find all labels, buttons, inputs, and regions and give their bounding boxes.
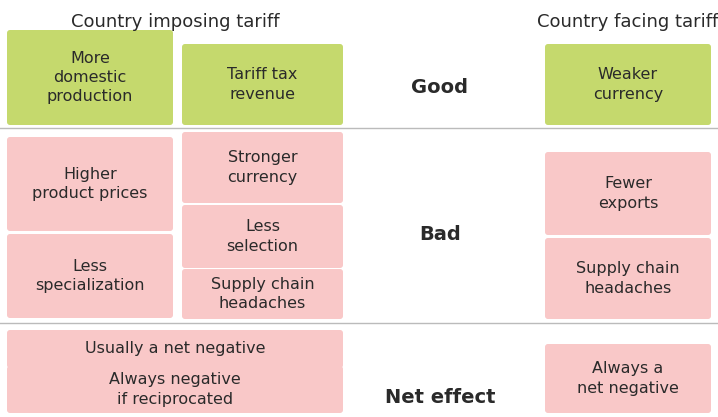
- Text: Country facing tariff: Country facing tariff: [537, 13, 718, 31]
- Text: Supply chain
headaches: Supply chain headaches: [210, 277, 314, 311]
- Text: Supply chain
headaches: Supply chain headaches: [576, 261, 680, 296]
- Text: Stronger
currency: Stronger currency: [228, 151, 298, 185]
- FancyBboxPatch shape: [7, 137, 173, 231]
- FancyBboxPatch shape: [545, 152, 711, 235]
- Text: Net effect: Net effect: [385, 388, 495, 407]
- FancyBboxPatch shape: [7, 30, 173, 125]
- Text: Fewer
exports: Fewer exports: [598, 176, 658, 211]
- Text: More
domestic
production: More domestic production: [47, 51, 133, 104]
- FancyBboxPatch shape: [182, 132, 343, 203]
- Text: Good: Good: [411, 78, 469, 97]
- Text: Always a
net negative: Always a net negative: [577, 362, 679, 396]
- Text: Weaker
currency: Weaker currency: [593, 68, 663, 102]
- Text: Usually a net negative: Usually a net negative: [85, 342, 265, 357]
- Text: Tariff tax
revenue: Tariff tax revenue: [228, 68, 298, 102]
- FancyBboxPatch shape: [545, 344, 711, 413]
- Text: Always negative
if reciprocated: Always negative if reciprocated: [109, 372, 241, 407]
- FancyBboxPatch shape: [182, 269, 343, 319]
- FancyBboxPatch shape: [182, 205, 343, 268]
- Text: Bad: Bad: [419, 225, 461, 244]
- Text: Less
specialization: Less specialization: [35, 259, 145, 293]
- FancyBboxPatch shape: [7, 234, 173, 318]
- FancyBboxPatch shape: [545, 238, 711, 319]
- Text: Country imposing tariff: Country imposing tariff: [71, 13, 279, 31]
- Text: Higher
product prices: Higher product prices: [32, 167, 148, 201]
- Text: Less
selection: Less selection: [226, 219, 299, 254]
- FancyBboxPatch shape: [545, 44, 711, 125]
- FancyBboxPatch shape: [7, 366, 343, 413]
- FancyBboxPatch shape: [7, 330, 343, 368]
- FancyBboxPatch shape: [182, 44, 343, 125]
